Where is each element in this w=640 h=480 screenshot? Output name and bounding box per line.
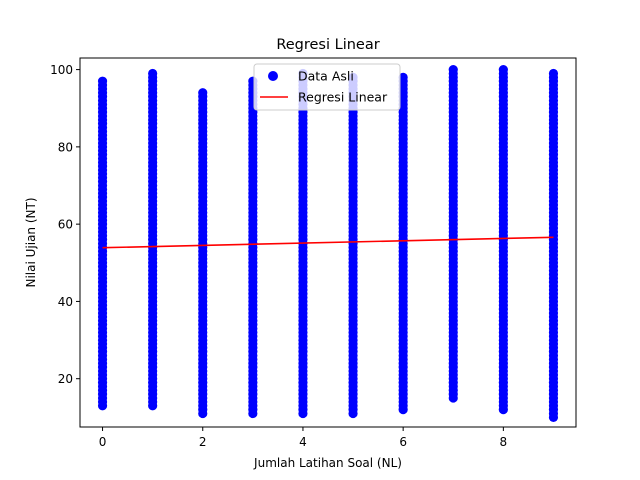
y-tick-label: 100 xyxy=(50,63,73,77)
legend: Data Asli Regresi Linear xyxy=(253,63,401,111)
scatter-points xyxy=(97,64,559,422)
y-tick-label: 40 xyxy=(58,295,73,309)
regression-line-layer xyxy=(102,236,554,249)
legend-box xyxy=(253,63,401,111)
legend-label-data-asli: Data Asli xyxy=(298,69,354,84)
y-tick-label: 20 xyxy=(58,372,73,386)
data-point xyxy=(148,68,158,79)
data-point xyxy=(97,76,108,86)
legend-label-regresi-linear: Regresi Linear xyxy=(298,90,388,105)
x-tick-label: 8 xyxy=(500,435,508,449)
data-point xyxy=(448,64,458,75)
data-point xyxy=(198,88,208,98)
data-point xyxy=(548,68,559,79)
data-point xyxy=(398,72,408,82)
y-tick-label: 60 xyxy=(58,218,73,232)
x-axis-ticks: 0 2 4 6 8 xyxy=(99,427,507,449)
x-tick-label: 4 xyxy=(299,435,307,449)
x-tick-label: 0 xyxy=(99,435,107,449)
x-tick-label: 6 xyxy=(399,435,407,449)
regression-line xyxy=(102,236,554,249)
plot-frame xyxy=(79,57,577,428)
x-axis-label: Jumlah Latihan Soal (NL) xyxy=(253,456,402,470)
data-point xyxy=(498,64,508,75)
legend-marker-data-asli xyxy=(268,71,278,81)
y-tick-label: 80 xyxy=(58,140,73,154)
y-axis-ticks: 20 40 60 80 100 xyxy=(50,63,80,386)
chart-title: Regresi Linear xyxy=(276,37,379,53)
y-axis-label: Nilai Ujian (NT) xyxy=(24,197,38,287)
x-tick-label: 2 xyxy=(199,435,207,449)
